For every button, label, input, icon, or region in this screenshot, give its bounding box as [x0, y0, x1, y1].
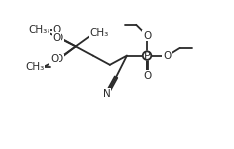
- Text: O: O: [143, 31, 151, 41]
- Text: O: O: [50, 55, 58, 65]
- Text: O: O: [163, 51, 171, 61]
- Text: P: P: [144, 51, 150, 61]
- Text: O: O: [55, 33, 63, 43]
- Text: CH₃: CH₃: [28, 25, 48, 35]
- Text: O: O: [52, 25, 61, 35]
- Text: CH₃: CH₃: [26, 62, 45, 72]
- Circle shape: [143, 51, 151, 60]
- Text: CH₃: CH₃: [89, 28, 109, 38]
- Text: O: O: [143, 71, 151, 81]
- Text: CH₃: CH₃: [30, 25, 50, 35]
- Text: O: O: [52, 33, 61, 43]
- Text: N: N: [103, 89, 111, 99]
- Text: O: O: [55, 55, 63, 65]
